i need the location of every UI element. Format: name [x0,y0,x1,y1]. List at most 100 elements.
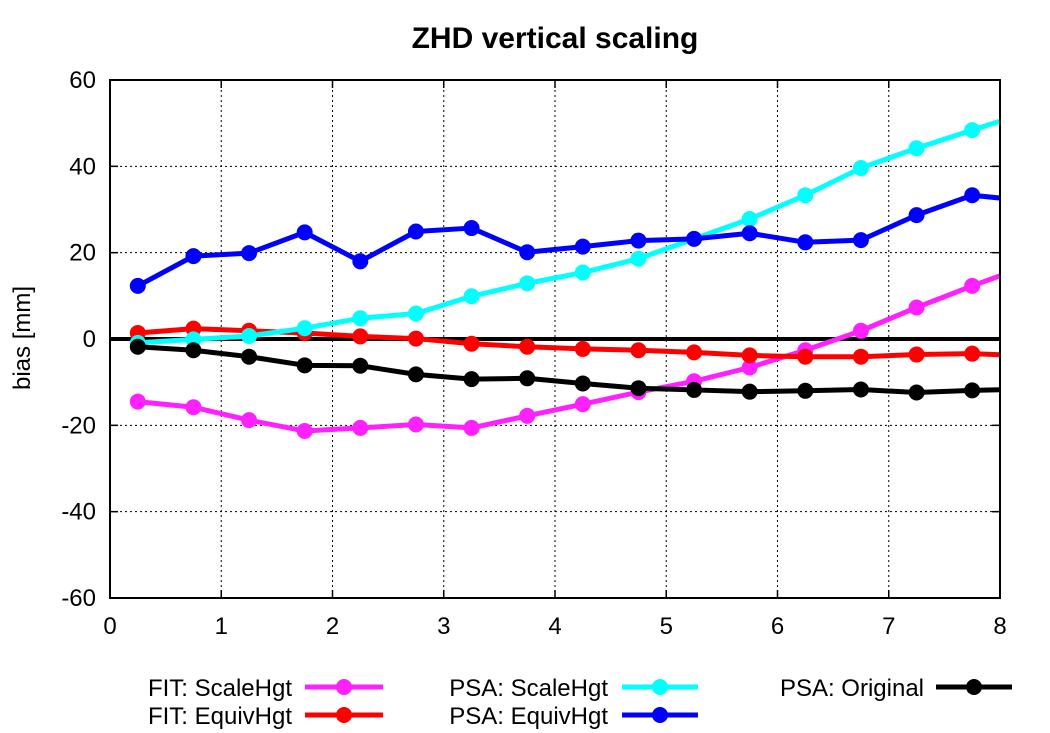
series-group [129,104,1036,439]
data-point [741,225,758,242]
data-point [463,220,480,237]
data-point [241,412,258,429]
data-point [741,347,758,364]
x-tick-label: 5 [660,613,673,640]
data-point [129,338,146,355]
legend-label: PSA: ScaleHgt [449,675,608,702]
data-point [1020,348,1036,364]
data-point [129,277,146,294]
axis-ticks: 0 1 2 3 4 5 6 7 8 -60 -40 -20 0 20 40 60 [61,67,1006,640]
data-point [352,357,369,374]
data-point [964,382,981,399]
data-point [964,345,981,362]
data-point [964,122,981,139]
data-point [296,224,313,241]
data-point [241,348,258,365]
data-point [519,275,536,292]
x-tick-label: 0 [103,613,116,640]
data-point [241,327,258,344]
data-point [574,264,591,281]
data-point [296,357,313,374]
legend-item: FIT: EquivHgt [148,703,383,730]
y-tick-label: 0 [83,326,96,353]
data-point [741,210,758,227]
data-point [630,250,647,267]
data-point [519,338,536,355]
y-tick-label: -60 [61,585,96,612]
data-point [463,335,480,352]
series-4 [129,338,1036,401]
legend-swatch-marker [966,679,982,695]
plot-frame [109,79,1001,599]
data-point [352,253,369,270]
data-point [463,419,480,436]
data-point [741,359,758,376]
data-point [797,187,814,204]
data-point [797,348,814,365]
data-point [741,383,758,400]
x-tick-label: 8 [993,613,1006,640]
data-point [1020,381,1036,397]
data-point [908,207,925,224]
x-tick-label: 3 [437,613,450,640]
data-point [964,187,981,204]
y-tick-label: -40 [61,499,96,526]
grid [110,80,1000,598]
legend-label: PSA: EquivHgt [449,703,608,730]
data-point [908,346,925,363]
data-point [1020,258,1036,274]
data-point [964,277,981,294]
data-point [908,384,925,401]
data-point [1020,104,1036,120]
legend-label: FIT: EquivHgt [148,703,292,730]
data-point [463,371,480,388]
y-tick-label: 20 [69,240,96,267]
data-point [352,419,369,436]
data-point [1020,193,1036,209]
data-point [852,232,869,249]
data-point [241,245,258,262]
data-point [407,223,424,240]
data-point [908,299,925,316]
legend-item: PSA: Original [780,675,1012,702]
data-point [630,380,647,397]
data-point [407,305,424,322]
data-point [185,248,202,265]
data-point [574,340,591,357]
x-tick-label: 2 [326,613,339,640]
y-tick-label: 40 [69,153,96,180]
data-point [852,160,869,177]
data-point [797,382,814,399]
x-tick-label: 4 [548,613,561,640]
legend-swatch-marker [336,707,352,723]
legend-item: FIT: ScaleHgt [148,675,383,702]
data-point [630,232,647,249]
y-tick-label: -20 [61,412,96,439]
data-point [129,393,146,410]
data-point [797,234,814,251]
data-point [630,342,647,359]
data-point [519,244,536,261]
data-point [852,322,869,339]
legend-swatch-marker [652,707,668,723]
data-point [296,422,313,439]
legend-label: PSA: Original [780,675,924,702]
data-point [185,399,202,416]
data-point [574,238,591,255]
data-point [908,140,925,157]
legend-item: PSA: ScaleHgt [449,675,698,702]
data-point [686,230,703,247]
data-point [407,330,424,347]
chart-title: ZHD vertical scaling [412,22,699,55]
data-point [574,396,591,413]
data-point [852,381,869,398]
data-point [407,366,424,383]
data-point [352,310,369,327]
x-tick-label: 1 [215,613,228,640]
data-point [686,344,703,361]
data-point [185,342,202,359]
legend-item: PSA: EquivHgt [449,703,698,730]
legend-label: FIT: ScaleHgt [148,675,292,702]
